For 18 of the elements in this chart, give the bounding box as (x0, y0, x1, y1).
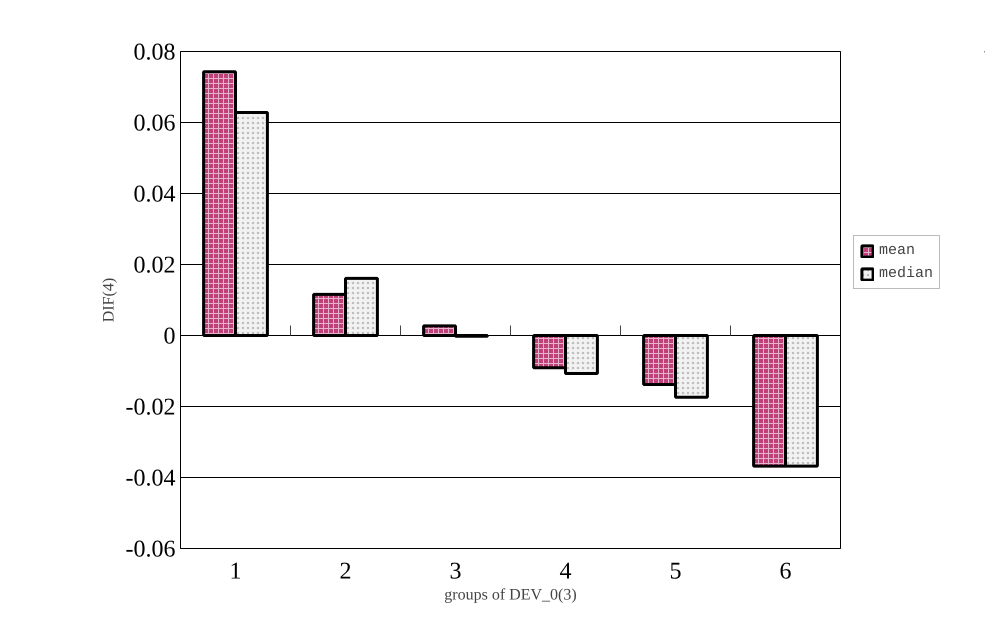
y-tick-label: -0.06 (126, 536, 176, 562)
x-tick-label: 6 (780, 558, 792, 584)
y-tick-label: 0 (164, 324, 176, 350)
y-tick-label: -0.04 (126, 466, 176, 492)
y-tick-label: 0.08 (134, 40, 176, 66)
x-tick-label: 4 (560, 558, 572, 584)
y-tick-label: 0.04 (134, 182, 176, 208)
y-tick-label: 0.02 (134, 252, 176, 278)
x-tick-label: 1 (230, 558, 242, 584)
legend-label: median (879, 265, 934, 282)
x-tick-label: 5 (670, 558, 682, 584)
legend-label: mean (879, 242, 916, 259)
x-tick-label: 2 (340, 558, 352, 584)
x-tick-label: 3 (450, 558, 462, 584)
y-tick-label: -0.02 (126, 394, 176, 420)
y-axis-title: DIF(4) (100, 278, 118, 322)
y-tick-label: 0.06 (134, 110, 176, 136)
x-axis-title: groups of DEV_0(3) (444, 586, 577, 604)
